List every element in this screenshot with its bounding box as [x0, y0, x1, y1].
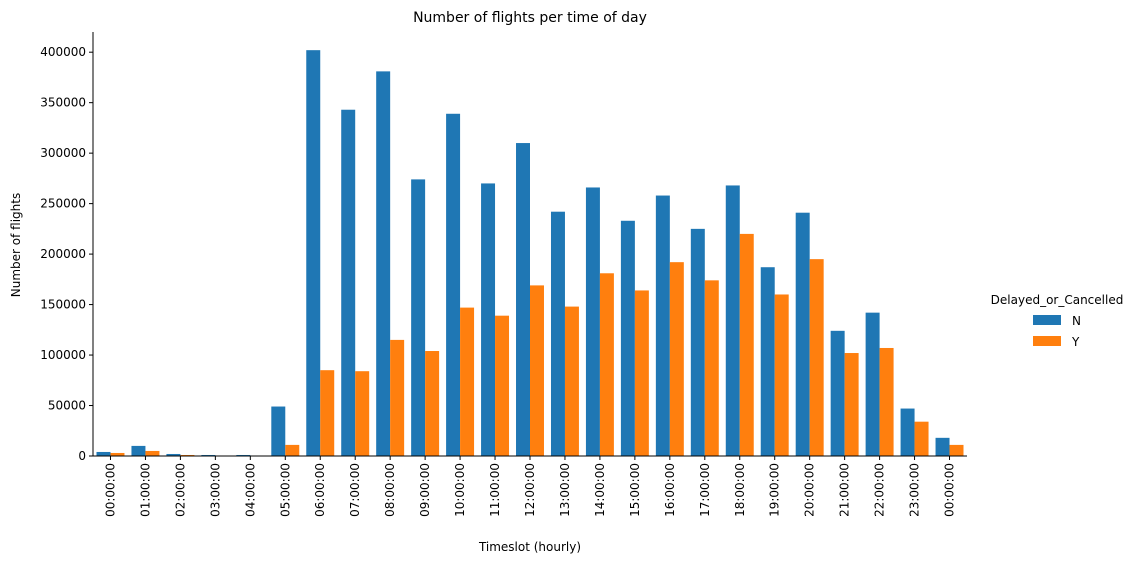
y-tick-label: 300000 [40, 146, 86, 160]
x-tick-label: 14:00:00 [593, 463, 607, 517]
x-tick-label: 05:00:00 [278, 463, 292, 517]
bar-n-1 [131, 445, 146, 456]
bar-y-13 [564, 306, 579, 456]
bar-y-24 [949, 444, 964, 456]
y-tick-label: 50000 [48, 399, 86, 413]
bar-y-17 [704, 280, 719, 456]
bar-y-10 [460, 307, 475, 456]
bar-n-6 [306, 50, 321, 457]
bar-n-3 [201, 454, 216, 456]
bar-n-5 [271, 406, 286, 456]
bar-n-13 [550, 211, 565, 456]
bar-n-24 [935, 437, 950, 456]
legend: Delayed_or_Cancelled N Y [991, 293, 1124, 349]
y-tick-label: 200000 [40, 247, 86, 261]
bar-y-18 [739, 233, 754, 456]
x-tick-label: 23:00:00 [908, 463, 922, 517]
bars [96, 50, 964, 457]
legend-swatch-y [1033, 336, 1061, 346]
x-tick-label: 12:00:00 [523, 463, 537, 517]
x-tick-label: 03:00:00 [208, 463, 222, 517]
bar-y-11 [495, 315, 510, 456]
x-axis-label: Timeslot (hourly) [478, 540, 581, 554]
x-tick-label: 18:00:00 [733, 463, 747, 517]
x-tick-label: 02:00:00 [173, 463, 187, 517]
bar-y-2 [180, 454, 195, 456]
bar-y-23 [914, 421, 929, 456]
bar-n-14 [585, 187, 600, 456]
bar-y-22 [879, 347, 894, 456]
bar-y-15 [634, 290, 649, 456]
y-tick-label: 150000 [40, 298, 86, 312]
y-tick-label: 100000 [40, 348, 86, 362]
bar-n-22 [865, 312, 880, 456]
x-tick-label: 21:00:00 [838, 463, 852, 517]
bar-y-1 [145, 450, 160, 456]
x-tick-label: 08:00:00 [383, 463, 397, 517]
x-tick-label: 22:00:00 [873, 463, 887, 517]
legend-title: Delayed_or_Cancelled [991, 293, 1124, 307]
x-tick-label: 00:00:00 [103, 463, 117, 517]
x-tick-label: 06:00:00 [313, 463, 327, 517]
bar-y-19 [774, 294, 789, 456]
bar-y-0 [110, 452, 125, 456]
legend-swatch-n [1033, 315, 1061, 325]
bar-y-6 [320, 370, 335, 456]
x-tick-label: 11:00:00 [488, 463, 502, 517]
x-tick-label: 01:00:00 [138, 463, 152, 517]
bar-n-12 [516, 143, 530, 457]
x-tick-label: 00:00:00 [943, 463, 957, 517]
x-tick-label: 16:00:00 [663, 463, 677, 517]
y-tick-label: 350000 [40, 96, 86, 110]
bar-y-7 [355, 371, 370, 456]
y-axis: 0 50000 100000 150000 200000 250000 300000 3500… [40, 32, 94, 463]
bar-n-23 [900, 408, 915, 456]
bar-n-17 [690, 228, 705, 456]
x-tick-label: 13:00:00 [558, 463, 572, 517]
bar-n-15 [620, 220, 635, 456]
x-axis: 00:00:00 01:00:00 02:00:00 03:00:00 04:00:00… [93, 455, 967, 517]
x-tick-label: 09:00:00 [418, 463, 432, 517]
bar-y-14 [599, 273, 614, 456]
y-tick-label: 250000 [40, 197, 86, 211]
bar-y-12 [530, 285, 544, 456]
x-tick-label: 07:00:00 [348, 463, 362, 517]
bar-n-20 [795, 212, 810, 456]
bar-y-9 [425, 351, 440, 456]
legend-label-y: Y [1071, 335, 1080, 349]
bar-y-20 [809, 259, 824, 456]
chart-title: Number of flights per time of day [413, 10, 647, 26]
legend-label-n: N [1072, 314, 1081, 328]
bar-n-4 [236, 454, 251, 456]
bar-n-19 [760, 267, 775, 456]
bar-n-2 [166, 453, 181, 456]
y-tick-label: 0 [78, 449, 86, 463]
bar-y-8 [390, 339, 405, 456]
bar-n-16 [655, 195, 670, 457]
bar-n-8 [376, 71, 391, 457]
x-tick-label: 19:00:00 [768, 463, 782, 517]
y-axis-label: Number of flights [9, 193, 23, 297]
bar-y-16 [669, 262, 684, 456]
bar-y-5 [285, 444, 300, 456]
bar-y-21 [844, 353, 859, 456]
bar-n-11 [481, 183, 496, 456]
bar-n-9 [411, 179, 426, 456]
x-tick-label: 10:00:00 [453, 463, 467, 517]
x-tick-label: 17:00:00 [698, 463, 712, 517]
x-tick-label: 20:00:00 [803, 463, 817, 517]
bar-n-21 [830, 330, 845, 456]
x-tick-label: 15:00:00 [628, 463, 642, 517]
x-tick-label: 04:00:00 [243, 463, 257, 517]
bar-n-18 [725, 185, 740, 456]
y-tick-label: 400000 [40, 45, 86, 59]
bar-n-0 [96, 451, 111, 456]
bar-n-7 [341, 109, 356, 456]
bar-n-10 [446, 113, 461, 457]
